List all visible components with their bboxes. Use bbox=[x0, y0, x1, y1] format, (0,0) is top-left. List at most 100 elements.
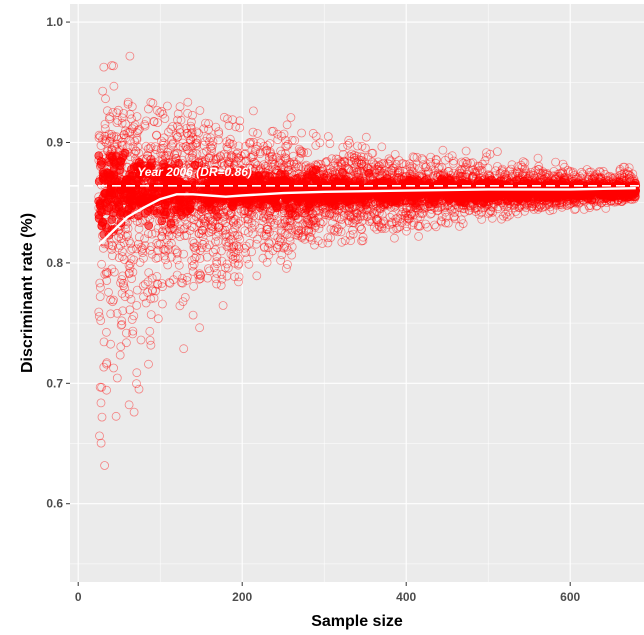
data-point bbox=[149, 117, 159, 127]
data-point bbox=[363, 152, 373, 162]
data-point bbox=[507, 160, 517, 170]
data-point bbox=[338, 149, 348, 159]
data-point bbox=[283, 162, 293, 172]
data-point bbox=[179, 224, 189, 234]
data-point bbox=[303, 214, 313, 224]
data-point bbox=[301, 160, 311, 170]
data-point bbox=[356, 166, 366, 176]
data-point bbox=[285, 160, 295, 170]
data-point bbox=[431, 222, 441, 232]
data-point bbox=[359, 152, 369, 162]
data-point bbox=[198, 232, 208, 242]
data-point bbox=[625, 173, 634, 183]
data-point bbox=[281, 221, 291, 231]
plot-panel bbox=[70, 4, 644, 582]
data-point bbox=[289, 157, 299, 167]
data-point bbox=[545, 202, 555, 212]
data-point bbox=[466, 158, 476, 168]
data-point bbox=[595, 167, 605, 177]
data-point bbox=[509, 201, 519, 210]
data-point bbox=[241, 248, 251, 258]
data-point bbox=[624, 170, 634, 180]
data-point bbox=[146, 97, 156, 107]
data-point bbox=[129, 149, 139, 158]
data-point bbox=[300, 234, 310, 244]
data-point bbox=[241, 156, 251, 166]
data-point bbox=[207, 143, 217, 153]
data-point bbox=[469, 171, 478, 181]
data-point bbox=[339, 211, 349, 220]
data-point bbox=[285, 157, 295, 167]
data-point bbox=[440, 201, 450, 211]
data-point bbox=[182, 272, 192, 282]
data-point bbox=[189, 260, 199, 269]
data-point bbox=[283, 246, 293, 255]
data-point bbox=[403, 211, 413, 221]
data-point bbox=[268, 154, 278, 164]
data-point bbox=[315, 206, 325, 216]
data-point bbox=[497, 167, 507, 177]
data-point bbox=[384, 159, 394, 169]
data-point bbox=[601, 203, 611, 213]
data-point bbox=[551, 157, 560, 167]
data-point bbox=[245, 238, 255, 248]
data-point bbox=[250, 147, 260, 157]
data-point bbox=[309, 214, 319, 224]
data-point bbox=[492, 147, 502, 157]
data-point bbox=[221, 232, 231, 242]
data-point bbox=[346, 166, 356, 176]
data-point bbox=[110, 141, 119, 150]
data-point bbox=[112, 118, 122, 127]
data-point bbox=[194, 218, 204, 228]
data-point bbox=[387, 168, 397, 178]
data-point bbox=[214, 223, 224, 233]
data-point bbox=[537, 170, 546, 180]
data-point bbox=[221, 218, 231, 227]
data-point bbox=[383, 159, 393, 168]
data-point bbox=[538, 167, 548, 177]
data-point bbox=[256, 163, 266, 173]
data-point bbox=[545, 206, 555, 216]
data-point bbox=[99, 362, 109, 372]
data-point bbox=[165, 278, 175, 288]
data-point bbox=[325, 139, 335, 149]
data-point bbox=[219, 112, 229, 122]
data-point bbox=[398, 204, 408, 214]
data-point bbox=[477, 159, 487, 169]
data-point bbox=[178, 297, 188, 307]
data-point bbox=[263, 222, 272, 232]
data-point bbox=[308, 128, 318, 138]
data-point bbox=[346, 156, 356, 166]
data-point bbox=[443, 218, 453, 228]
data-point bbox=[418, 209, 427, 219]
data-point bbox=[337, 237, 347, 247]
data-point bbox=[311, 218, 321, 228]
data-point bbox=[407, 209, 417, 219]
data-point bbox=[407, 162, 417, 171]
data-point bbox=[557, 200, 567, 210]
data-point bbox=[511, 207, 521, 216]
data-point bbox=[441, 218, 451, 228]
data-point bbox=[164, 277, 174, 287]
data-point bbox=[140, 234, 150, 244]
data-point bbox=[195, 274, 205, 284]
data-point bbox=[96, 398, 106, 408]
data-point bbox=[409, 218, 419, 228]
data-point bbox=[260, 146, 270, 156]
data-point bbox=[190, 139, 200, 149]
data-point bbox=[204, 124, 213, 134]
data-point bbox=[140, 240, 150, 250]
data-point bbox=[208, 216, 218, 226]
data-point bbox=[332, 212, 342, 222]
data-point bbox=[294, 226, 304, 236]
data-point bbox=[235, 116, 245, 126]
data-point bbox=[577, 167, 586, 177]
data-point bbox=[100, 269, 110, 279]
data-point bbox=[432, 206, 442, 216]
data-point bbox=[300, 220, 310, 230]
data-point bbox=[164, 244, 173, 254]
data-point bbox=[206, 151, 216, 161]
data-point bbox=[407, 167, 417, 176]
data-point bbox=[461, 156, 471, 166]
data-point bbox=[259, 213, 268, 223]
